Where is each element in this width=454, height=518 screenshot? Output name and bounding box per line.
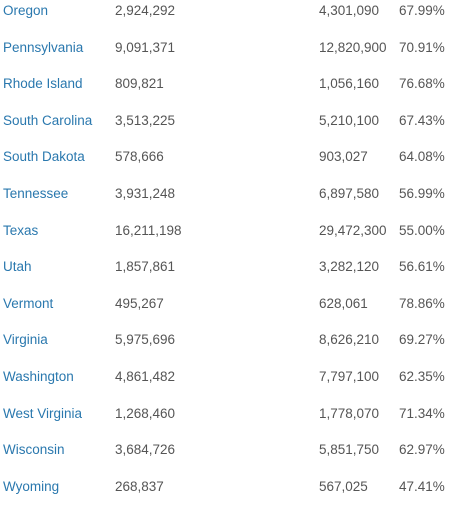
population: 1,268,460 — [115, 405, 176, 421]
percentage: 67.99% — [399, 3, 445, 18]
total: 5,851,750 — [319, 442, 380, 458]
population: 3,513,225 — [115, 112, 176, 128]
percentage: 64.08% — [399, 149, 445, 165]
population: 809,821 — [115, 76, 164, 92]
population: 4,861,482 — [115, 369, 176, 384]
total: 1,778,070 — [319, 405, 380, 421]
state-link[interactable]: Vermont — [3, 295, 54, 311]
percentage: 62.35% — [399, 369, 445, 384]
percentage: 69.27% — [399, 332, 445, 348]
state-link[interactable]: Pennsylvania — [3, 39, 84, 55]
total: 1,056,160 — [319, 76, 380, 92]
total: 628,061 — [319, 295, 368, 311]
total: 5,210,100 — [319, 112, 380, 128]
total: 29,472,300 — [319, 222, 387, 238]
population: 495,267 — [115, 295, 164, 311]
total: 567,025 — [319, 478, 368, 494]
total: 4,301,090 — [319, 3, 380, 18]
percentage: 78.86% — [399, 295, 445, 311]
state-link[interactable]: Virginia — [3, 332, 48, 348]
population: 578,666 — [115, 149, 164, 165]
percentage: 76.68% — [399, 76, 445, 92]
total: 7,797,100 — [319, 369, 380, 384]
population: 2,924,292 — [115, 3, 176, 18]
population: 3,684,726 — [115, 442, 176, 458]
state-link[interactable]: Washington — [3, 369, 74, 384]
population: 1,857,861 — [115, 259, 176, 275]
percentage: 67.43% — [399, 112, 445, 128]
percentage: 55.00% — [399, 222, 445, 238]
total: 903,027 — [319, 149, 368, 165]
state-link[interactable]: West Virginia — [3, 405, 83, 421]
percentage: 47.41% — [399, 478, 445, 494]
percentage: 56.61% — [399, 259, 445, 275]
population: 268,837 — [115, 478, 164, 494]
percentage: 56.99% — [399, 186, 445, 201]
state-link[interactable]: South Carolina — [3, 112, 93, 128]
total: 8,626,210 — [319, 332, 380, 348]
percentage: 70.91% — [399, 39, 445, 55]
state-link[interactable]: Texas — [3, 222, 39, 238]
state-link[interactable]: South Dakota — [3, 149, 85, 165]
percentage: 71.34% — [399, 405, 445, 421]
state-link[interactable]: Tennessee — [3, 186, 69, 201]
state-link[interactable]: Oregon — [3, 3, 49, 18]
population: 9,091,371 — [115, 39, 176, 55]
total: 12,820,900 — [319, 39, 387, 55]
population: 3,931,248 — [115, 186, 176, 201]
state-link[interactable]: Utah — [3, 259, 32, 275]
population: 5,975,696 — [115, 332, 176, 348]
state-link[interactable]: Wyoming — [3, 478, 60, 494]
total: 6,897,580 — [319, 186, 380, 201]
population: 16,211,198 — [115, 222, 182, 238]
percentage: 62.97% — [399, 442, 445, 458]
state-link[interactable]: Rhode Island — [3, 76, 83, 92]
total: 3,282,120 — [319, 259, 380, 275]
state-link[interactable]: Wisconsin — [3, 442, 65, 458]
